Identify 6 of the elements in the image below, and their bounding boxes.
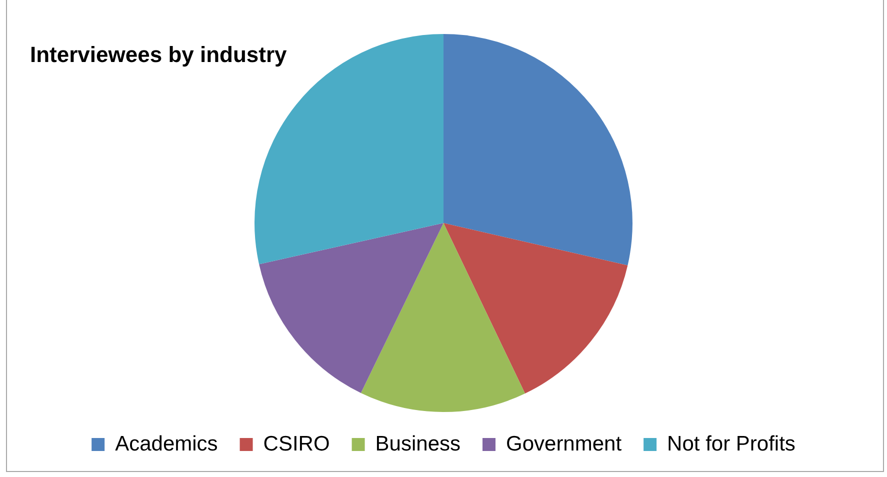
legend-label: Government <box>506 432 622 456</box>
legend-label: Business <box>375 432 461 456</box>
legend-label: Academics <box>115 432 218 456</box>
legend-label: Not for Profits <box>667 432 796 456</box>
chart-title: Interviewees by industry <box>30 42 287 68</box>
legend-label: CSIRO <box>263 432 330 456</box>
